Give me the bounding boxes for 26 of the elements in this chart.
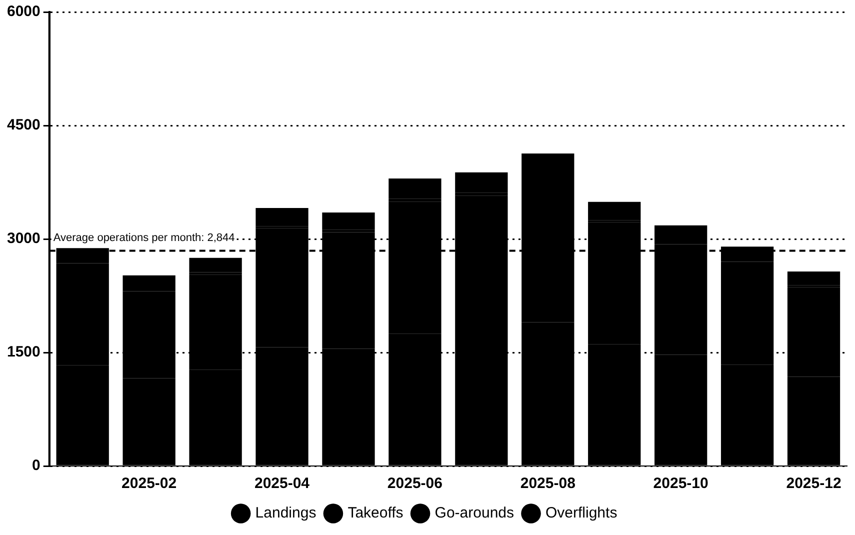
bar: [322, 212, 375, 230]
bar: [256, 208, 308, 226]
legend-label: Overflights: [546, 504, 618, 522]
bar: [654, 225, 708, 242]
legend-label: Go-arounds: [434, 504, 514, 522]
ref-line-label: Average operations per month: 2,844: [53, 232, 235, 244]
y-tick-label: 0: [32, 457, 40, 474]
bar: [787, 272, 840, 286]
x-tick-label: 2025-12: [786, 475, 842, 492]
bar: [588, 202, 641, 220]
y-tick-label: 6000: [6, 3, 40, 20]
legend-label: Takeoffs: [348, 504, 404, 522]
legend-label: Landings: [255, 504, 316, 522]
x-tick-label: 2025-08: [520, 475, 576, 492]
x-tick-label: 2025-02: [122, 475, 177, 492]
bar: [189, 258, 242, 272]
x-tick-label: 2025-04: [254, 475, 310, 492]
x-tick-label: 2025-06: [387, 475, 442, 492]
x-tick-label: 2025-10: [653, 475, 708, 492]
bar: [455, 172, 508, 193]
y-tick-label: 1500: [6, 344, 40, 361]
y-tick-label: 3000: [6, 230, 40, 248]
bar: [388, 178, 442, 199]
bar: [122, 275, 176, 289]
y-tick-label: 4500: [6, 116, 40, 134]
bar: [522, 153, 574, 176]
